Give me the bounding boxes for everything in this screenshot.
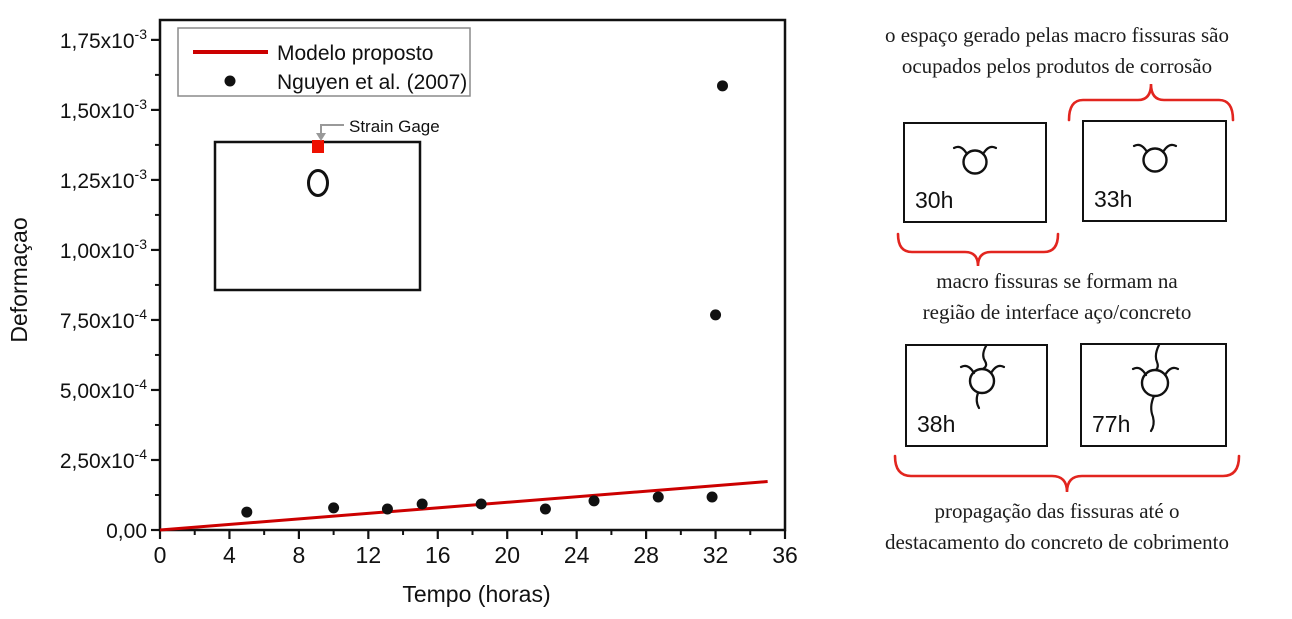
specimen-time-label: 30h: [915, 187, 954, 213]
y-tick-label: 1,75x10-3: [60, 26, 147, 53]
specimen-box-30h: 30h: [903, 122, 1047, 223]
rebar-cross-section-icon: [1132, 143, 1177, 173]
strain-time-chart: 0 4 8 12 16 20 24 28 32 36 1,75x10-3 1,50x10-3 1,25x…: [6, 18, 798, 607]
y-tick-label: 1,50x10-3: [60, 96, 147, 123]
caption-macro-cracks: macro fissuras se formam na região de in…: [822, 266, 1292, 328]
data-point: [588, 495, 600, 507]
data-point: [416, 498, 428, 510]
x-tick-label: 24: [564, 542, 590, 568]
arrow-head-icon: [316, 133, 326, 141]
x-tick-label: 28: [633, 542, 659, 568]
red-brace-bottom: [893, 454, 1241, 493]
specimen-box-38h: 38h: [905, 344, 1048, 447]
caption-line: o espaço gerado pelas macro fissuras são: [884, 23, 1230, 47]
specimen-box-77h: 77h: [1080, 343, 1227, 447]
specimen-inset: Strain Gage: [213, 117, 440, 292]
data-point: [328, 502, 340, 514]
rebar-crack-propagation-icon: [1131, 345, 1179, 433]
caption-line: ocupados pelos produtos de corrosão: [901, 54, 1213, 78]
x-tick-label: 0: [154, 542, 167, 568]
legend-label-model: Modelo proposto: [277, 42, 433, 65]
x-tick-label: 12: [356, 542, 382, 568]
leader-arrow-line: [320, 124, 344, 134]
rebar-crack-icon: [959, 346, 1005, 410]
caption-line: propagação das fissuras até o: [934, 499, 1180, 523]
caption-line: região de interface aço/concreto: [922, 300, 1192, 324]
data-point: [475, 498, 487, 510]
x-tick-label: 36: [772, 542, 798, 568]
red-brace-middle: [896, 232, 1060, 267]
x-tick-label: 16: [425, 542, 451, 568]
strain-gage-icon: [312, 140, 324, 153]
data-point: [381, 503, 393, 515]
specimen-box-33h: 33h: [1082, 120, 1227, 222]
strain-gage-label: Strain Gage: [349, 117, 440, 136]
data-point: [539, 503, 551, 515]
red-brace-top: [1067, 83, 1235, 122]
y-tick-label: 5,00x10-4: [60, 376, 147, 403]
caption-crack-propagation: propagação das fissuras até o destacamen…: [822, 496, 1292, 558]
specimen-time-label: 38h: [917, 411, 956, 437]
y-tick-label: 7,50x10-4: [60, 306, 147, 333]
x-tick-label: 20: [494, 542, 520, 568]
legend-dot-sample: [224, 75, 236, 87]
data-point: [652, 491, 664, 503]
y-tick-label: 1,00x10-3: [60, 236, 147, 263]
specimen-outline: [213, 140, 422, 292]
model-line: [159, 480, 768, 532]
x-tick-label: 8: [292, 542, 305, 568]
legend-label-nguyen: Nguyen et al. (2007): [277, 71, 467, 94]
x-tick-label: 32: [703, 542, 729, 568]
y-tick-label: 0,00: [106, 520, 147, 543]
specimen-time-label: 77h: [1092, 411, 1131, 437]
caption-line: macro fissuras se formam na: [936, 269, 1178, 293]
caption-line: destacamento do concreto de cobrimento: [884, 530, 1230, 554]
data-point: [717, 80, 728, 92]
rebar-cross-section-icon: [952, 145, 998, 175]
data-point: [241, 506, 253, 518]
rebar-hole-icon: [307, 169, 329, 197]
specimen-time-label: 33h: [1094, 186, 1133, 212]
y-tick-label: 2,50x10-4: [60, 446, 147, 473]
y-axis-title: Deformaçao: [6, 217, 32, 342]
y-tick-label: 1,25x10-3: [60, 166, 147, 193]
x-tick-label: 4: [223, 542, 236, 568]
caption-corrosion-products: o espaço gerado pelas macro fissuras são…: [822, 20, 1292, 82]
x-axis-title: Tempo (horas): [402, 581, 550, 607]
data-point: [710, 309, 722, 321]
data-point: [706, 491, 718, 503]
